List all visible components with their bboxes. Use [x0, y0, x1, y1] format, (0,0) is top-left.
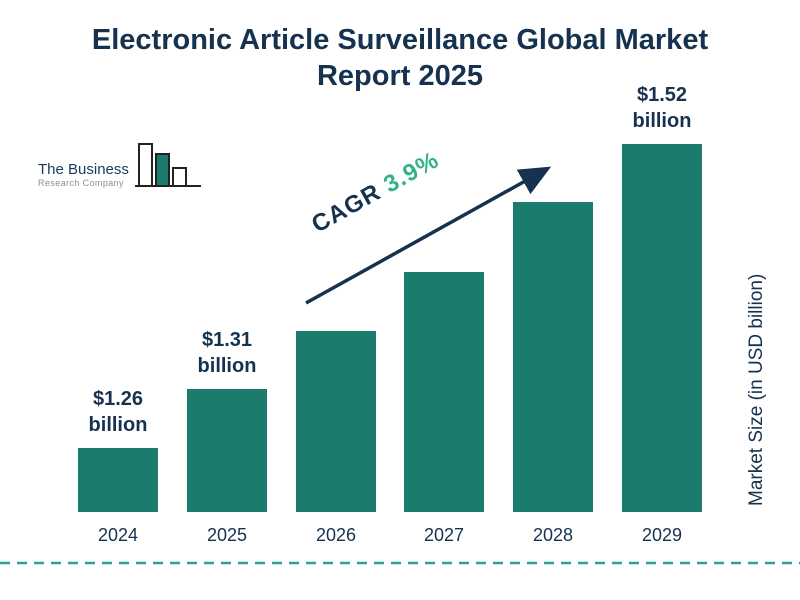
- x-axis-tick-label: 2029: [641, 525, 683, 545]
- chart-title-line2: Report 2025: [316, 60, 483, 93]
- bar: [622, 144, 702, 512]
- x-axis-tick-label: 2026: [315, 525, 357, 545]
- bar: [513, 202, 593, 512]
- logo-name-line1: The Business: [38, 161, 129, 178]
- bar: [78, 448, 158, 512]
- x-axis-tick-label: 2027: [423, 525, 465, 545]
- x-axis-tick-label: 2024: [97, 525, 139, 545]
- chart-title: Electronic Article Surveillance Global M…: [0, 22, 800, 95]
- company-logo: The Business Research Company: [38, 138, 201, 194]
- bar-group: [513, 132, 593, 512]
- bar-group: $1.31 billion: [187, 132, 267, 512]
- bar-group: [404, 132, 484, 512]
- bar: [404, 272, 484, 512]
- bar-group: [296, 132, 376, 512]
- bar-value-label: $1.26 billion: [88, 388, 148, 436]
- bar: [187, 389, 267, 512]
- logo-bar-chart-icon: [134, 143, 201, 187]
- bar-value-label: $1.31 billion: [197, 329, 257, 377]
- bar-value-label: $1.52 billion: [632, 84, 692, 132]
- bar-chart: $1.26 billion $1.31 billion $1.52 billion: [78, 84, 738, 512]
- x-axis: 2024 2025 2026 2027 2028 2029: [78, 515, 738, 545]
- company-logo-text: The Business Research Company: [38, 161, 129, 194]
- x-axis-tick-label: 2028: [532, 525, 574, 545]
- x-axis-tick-label: 2025: [206, 525, 248, 545]
- y-axis-label: Market Size (in USD billion): [746, 273, 767, 507]
- bottom-dashed-line: [0, 561, 800, 565]
- chart-title-line1: Electronic Article Surveillance Global M…: [91, 24, 709, 56]
- logo-name-line2: Research Company: [38, 178, 124, 188]
- bar: [296, 331, 376, 512]
- bar-group: $1.26 billion: [78, 132, 158, 512]
- bar-group: $1.52 billion: [622, 84, 702, 512]
